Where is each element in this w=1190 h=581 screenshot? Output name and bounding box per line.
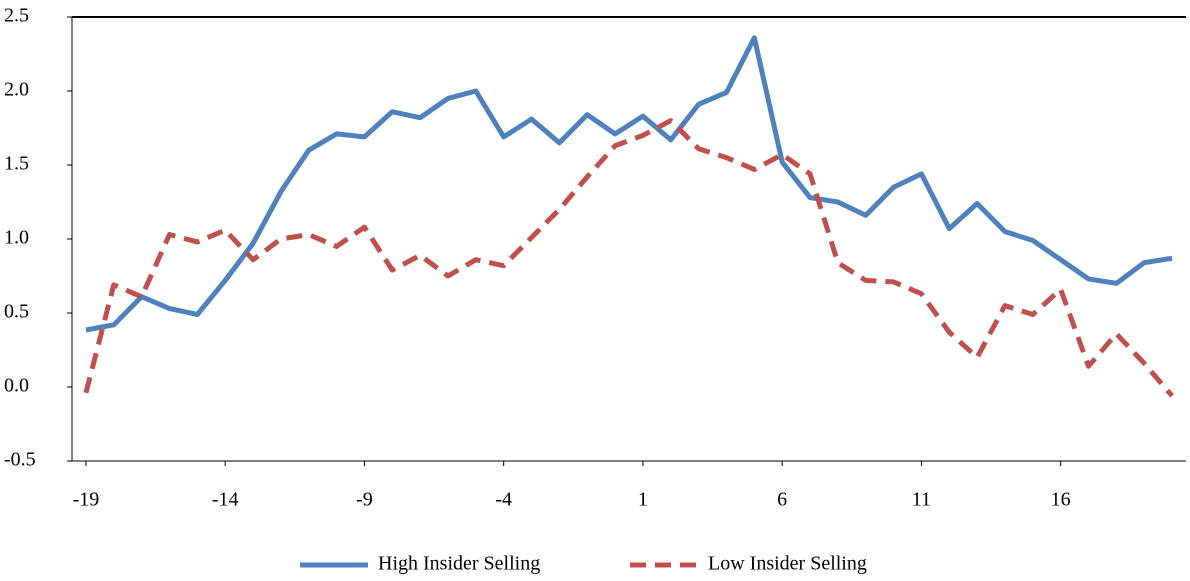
x-tick-label: 16 bbox=[1051, 489, 1071, 511]
y-tick-label: 0.5 bbox=[4, 301, 29, 323]
x-tick-label: -19 bbox=[73, 489, 100, 511]
x-tick-label: -9 bbox=[356, 489, 373, 511]
legend-label: High Insider Selling bbox=[378, 553, 540, 575]
y-tick-label: -0.5 bbox=[4, 449, 36, 471]
series-line bbox=[85, 35, 1173, 333]
x-tick-label: 6 bbox=[777, 489, 787, 511]
x-tick-label: -14 bbox=[212, 489, 239, 511]
y-tick-label: 2.0 bbox=[4, 79, 29, 101]
y-tick-label: 1.5 bbox=[4, 153, 29, 175]
y-tick-label: 2.5 bbox=[4, 5, 29, 27]
x-tick-label: 1 bbox=[638, 489, 648, 511]
x-tick-label: 11 bbox=[912, 489, 931, 511]
x-tick-label: -4 bbox=[495, 489, 512, 511]
series-line bbox=[83, 118, 1174, 398]
y-tick-label: 0.0 bbox=[4, 375, 29, 397]
legend-label: Low Insider Selling bbox=[708, 553, 867, 575]
y-tick-label: 1.0 bbox=[4, 227, 29, 249]
